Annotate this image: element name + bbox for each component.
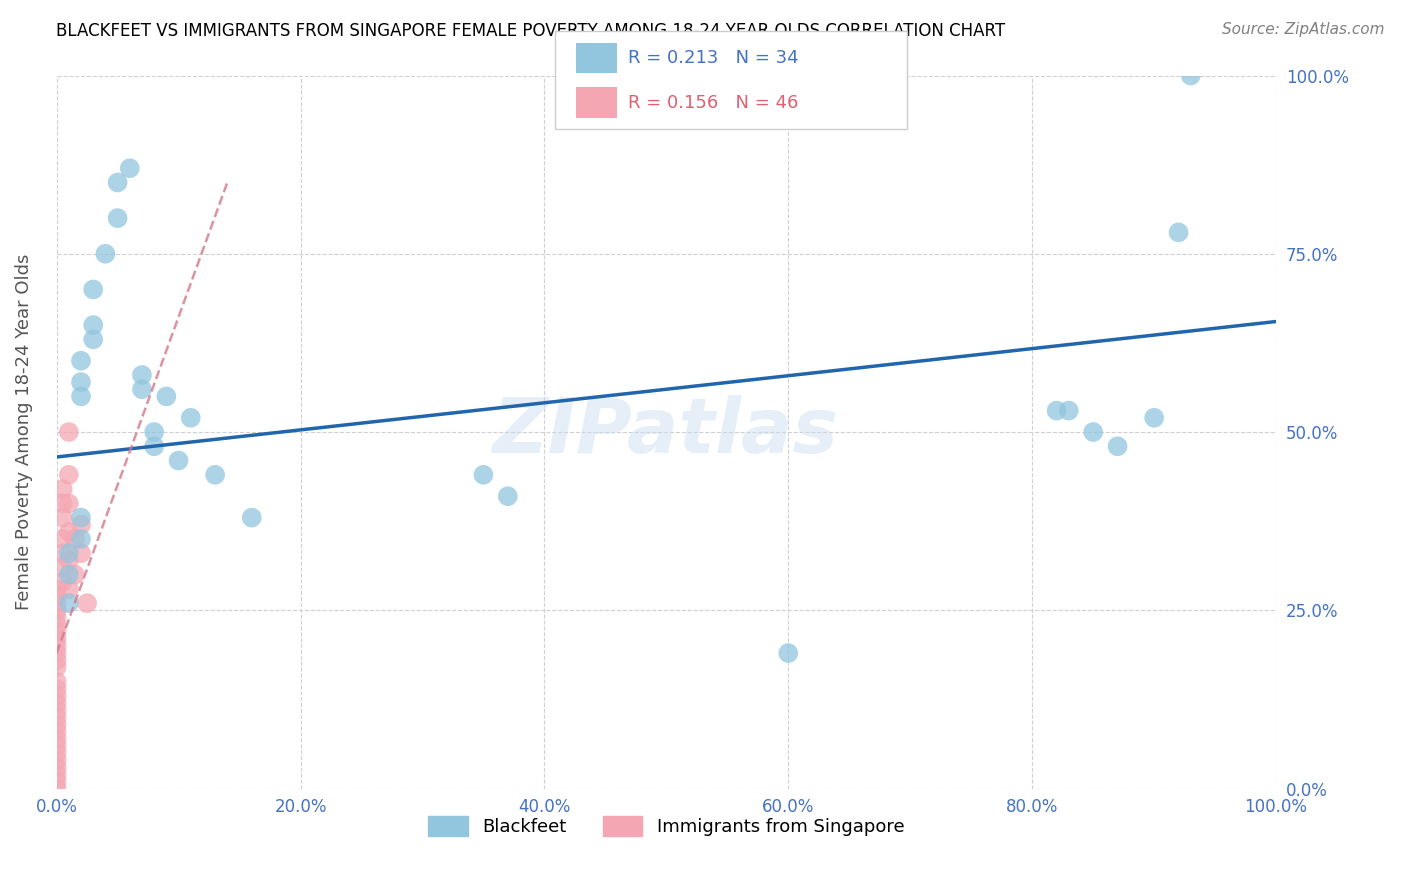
Text: BLACKFEET VS IMMIGRANTS FROM SINGAPORE FEMALE POVERTY AMONG 18-24 YEAR OLDS CORR: BLACKFEET VS IMMIGRANTS FROM SINGAPORE F… [56, 22, 1005, 40]
Point [45, 617, 67, 632]
Point [45, 753, 67, 767]
Point [45, 717, 67, 731]
Point [45, 681, 67, 696]
Text: R = 0.213   N = 34: R = 0.213 N = 34 [628, 49, 799, 67]
Point [45, 653, 67, 667]
Point [240, 510, 263, 524]
Point [52, 510, 75, 524]
Point [1180, 69, 1202, 83]
Point [52, 482, 75, 496]
Point [45, 696, 67, 710]
Point [45, 746, 67, 760]
Point [107, 211, 129, 226]
Point [118, 161, 141, 176]
Point [82, 318, 104, 332]
Point [70, 532, 93, 546]
Point [1107, 439, 1129, 453]
Point [70, 389, 93, 403]
Point [45, 731, 67, 746]
Point [204, 467, 226, 482]
Point [52, 574, 75, 589]
Point [131, 368, 153, 382]
Point [70, 517, 93, 532]
Point [167, 453, 190, 467]
Point [45, 646, 67, 660]
Point [1045, 403, 1067, 417]
Point [45, 582, 67, 596]
Point [143, 439, 166, 453]
Point [45, 624, 67, 639]
Point [1143, 410, 1166, 425]
Point [45, 596, 67, 610]
Point [63, 567, 86, 582]
Point [45, 703, 67, 717]
Point [155, 389, 177, 403]
Point [472, 467, 495, 482]
Point [82, 282, 104, 296]
Point [45, 603, 67, 617]
Point [107, 176, 129, 190]
Point [131, 382, 153, 396]
Point [76, 596, 98, 610]
Point [1083, 425, 1105, 439]
Point [58, 496, 80, 510]
Point [70, 510, 93, 524]
Point [52, 560, 75, 574]
Point [70, 375, 93, 389]
Point [70, 353, 93, 368]
Point [45, 674, 67, 689]
Point [45, 739, 67, 753]
Point [94, 246, 117, 260]
Point [45, 760, 67, 774]
Point [45, 710, 67, 724]
Legend: Blackfeet, Immigrants from Singapore: Blackfeet, Immigrants from Singapore [420, 808, 911, 844]
Point [45, 774, 67, 789]
Y-axis label: Female Poverty Among 18-24 Year Olds: Female Poverty Among 18-24 Year Olds [15, 254, 32, 610]
Point [45, 767, 67, 781]
Text: ZIPatlas: ZIPatlas [494, 395, 839, 469]
Text: R = 0.156   N = 46: R = 0.156 N = 46 [628, 94, 799, 112]
Point [52, 496, 75, 510]
Point [45, 589, 67, 603]
Point [45, 689, 67, 703]
Point [1057, 403, 1080, 417]
Point [778, 646, 800, 660]
Point [82, 332, 104, 346]
Point [45, 610, 67, 624]
Point [180, 410, 202, 425]
Point [58, 553, 80, 567]
Point [45, 781, 67, 796]
Point [58, 567, 80, 582]
Point [63, 532, 86, 546]
Point [45, 632, 67, 646]
Point [45, 724, 67, 739]
Text: Source: ZipAtlas.com: Source: ZipAtlas.com [1222, 22, 1385, 37]
Point [58, 596, 80, 610]
Point [58, 425, 80, 439]
Point [1167, 226, 1189, 240]
Point [143, 425, 166, 439]
Point [58, 546, 80, 560]
Point [496, 489, 519, 503]
Point [70, 546, 93, 560]
Point [45, 639, 67, 653]
Point [58, 582, 80, 596]
Point [45, 660, 67, 674]
Point [52, 546, 75, 560]
Point [52, 532, 75, 546]
Point [58, 467, 80, 482]
Point [58, 524, 80, 539]
